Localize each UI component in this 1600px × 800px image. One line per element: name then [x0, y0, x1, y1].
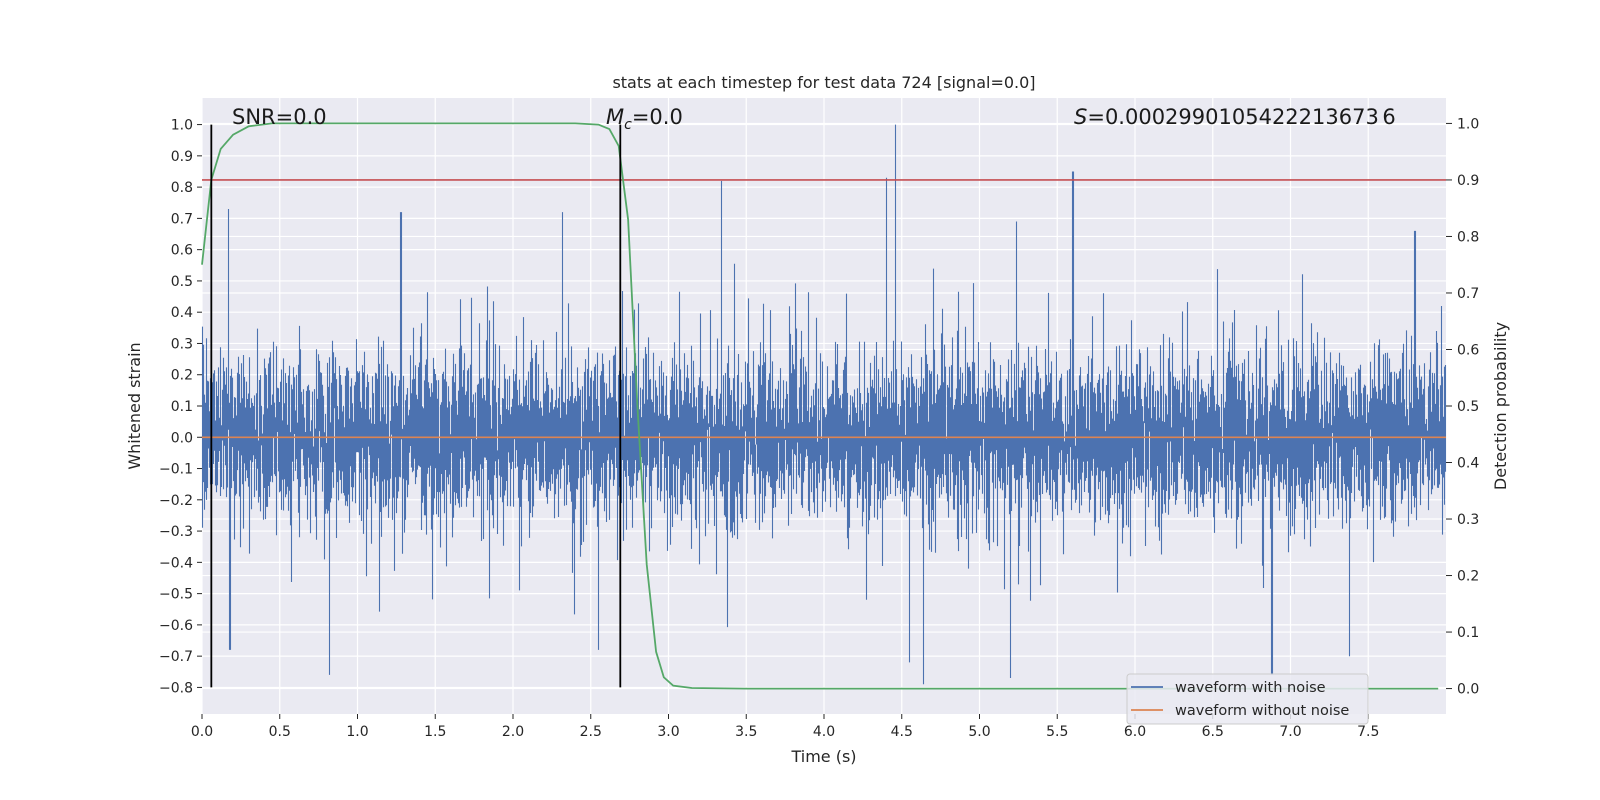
- x-tick-label: 2.0: [502, 724, 524, 740]
- overlay-lines: [201, 122, 1446, 690]
- x-tick-label: 4.0: [813, 724, 835, 740]
- y-tick-label: −0.7: [159, 649, 193, 665]
- y-tick-label: 0.0: [171, 430, 193, 446]
- y-tick-label: −0.1: [159, 462, 193, 478]
- y-tick-label: −0.5: [159, 587, 193, 603]
- y-tick-label: −0.4: [159, 555, 193, 571]
- y2-tick-label: 0.2: [1457, 569, 1479, 585]
- x-tick-label: 0.5: [269, 724, 291, 740]
- y-tick-label: 0.7: [171, 211, 193, 227]
- detection-probability-line: [201, 122, 1439, 690]
- y-tick-label: 0.3: [171, 336, 193, 352]
- chirp-mass-subscript: c: [624, 117, 632, 133]
- legend-label-waveform-without-noise: waveform without noise: [1175, 703, 1349, 719]
- y-tick-label: 0.1: [171, 399, 193, 415]
- y2-tick-label: 0.0: [1457, 682, 1479, 698]
- y-tick-label: 0.9: [171, 149, 193, 165]
- x-tick-label: 1.0: [346, 724, 368, 740]
- chirp-mass-symbol: M: [606, 105, 624, 129]
- score-value: =0.0002990105422213673 ​6: [1087, 105, 1395, 129]
- y2-tick-label: 0.3: [1457, 512, 1479, 528]
- y2-tick-label: 0.4: [1457, 456, 1479, 472]
- x-tick-label: 0.0: [191, 724, 213, 740]
- x-tick-label: 2.5: [580, 724, 602, 740]
- y2-tick-label: 0.7: [1457, 286, 1479, 302]
- y2-tick-label: 0.9: [1457, 173, 1479, 189]
- chirp-mass-annotation: Mc=0.0: [606, 105, 683, 133]
- x-tick-label: 3.5: [735, 724, 757, 740]
- y-tick-label: 0.8: [171, 180, 193, 196]
- legend-box: [1126, 673, 1369, 725]
- x-tick-label: 7.0: [1279, 724, 1301, 740]
- legend: waveform with noise waveform without noi…: [1126, 673, 1369, 725]
- y-tick-label: −0.2: [159, 493, 193, 509]
- y-tick-label: 0.2: [171, 368, 193, 384]
- x-tick-label: 6.0: [1124, 724, 1146, 740]
- x-tick-label: 7.5: [1357, 724, 1379, 740]
- x-tick-label: 1.5: [424, 724, 446, 740]
- y-tick-label: −0.8: [159, 680, 193, 696]
- y2-axis-label: Detection probability: [1491, 322, 1510, 490]
- y2-tick-label: 0.6: [1457, 342, 1479, 358]
- chart-title: stats at each timestep for test data 724…: [612, 73, 1035, 92]
- y-tick-label: −0.3: [159, 524, 193, 540]
- y2-tick-label: 0.5: [1457, 399, 1479, 415]
- y-tick-label: 1.0: [171, 118, 193, 134]
- snr-annotation: SNR=0.0: [232, 105, 327, 129]
- x-tick-label: 3.0: [657, 724, 679, 740]
- chirp-mass-value: =0.0: [632, 105, 683, 129]
- y-tick-label: 0.6: [171, 243, 193, 259]
- x-tick-label: 5.0: [968, 724, 990, 740]
- y-tick-label: −0.6: [159, 618, 193, 634]
- y2-tick-label: 0.1: [1457, 625, 1479, 641]
- y2-tick-label: 0.8: [1457, 229, 1479, 245]
- y-tick-label: 0.4: [171, 305, 193, 321]
- score-symbol: S: [1074, 105, 1087, 129]
- x-tick-label: 6.5: [1202, 724, 1224, 740]
- y2-tick-label: 1.0: [1457, 116, 1479, 132]
- legend-label-waveform-with-noise: waveform with noise: [1175, 680, 1326, 696]
- x-tick-label: 4.5: [891, 724, 913, 740]
- score-annotation: S=0.0002990105422213673 ​6: [1074, 105, 1396, 129]
- y-axis-label: Whitened strain: [125, 342, 144, 469]
- x-axis-label: Time (s): [790, 747, 856, 766]
- x-tick-label: 5.5: [1046, 724, 1068, 740]
- y-tick-label: 0.5: [171, 274, 193, 290]
- tick-labels: 0.0 0.5 1.0 1.5 2.0 2.5 3.0 3.5 4.0 4.5 5.0 5.5 6.0 6…: [159, 116, 1479, 740]
